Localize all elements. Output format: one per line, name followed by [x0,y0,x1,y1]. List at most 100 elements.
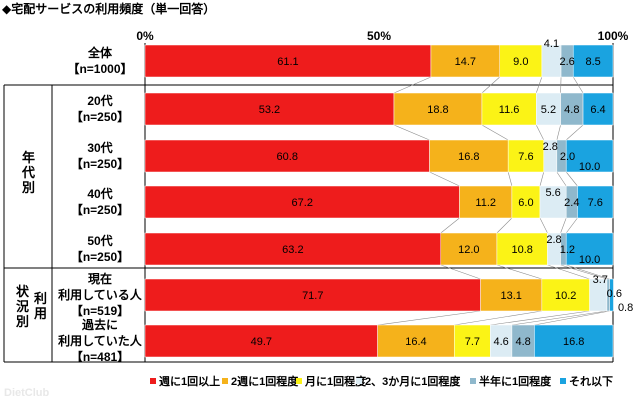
data-label: 10.2 [555,290,576,302]
data-label: 10.8 [511,244,532,256]
data-label: 11.6 [499,104,520,116]
connector-line [440,217,460,234]
connector-line [556,124,561,141]
connector-line [377,310,481,326]
connector-line [535,76,543,94]
category-label: 40代 [87,186,112,201]
watermark-text: DietClub [4,387,50,399]
data-label: 13.1 [500,290,521,302]
connector-line [556,171,567,187]
data-label: 16.4 [405,336,426,348]
connector-line [560,217,567,234]
legend-swatch [356,378,362,384]
connector-line [496,217,513,234]
group-label-age: 年代別 [21,150,35,195]
bar-segment [511,185,541,219]
data-label: 61.1 [277,56,298,68]
legend-label: それ以下 [569,375,613,388]
data-label: 11.2 [475,197,496,209]
data-label: 2.0 [560,151,575,163]
bar-segment [582,92,614,126]
group-label: 状況別 [15,284,30,329]
data-label: 4.1 [544,38,559,50]
category-label: 全体 [87,45,113,60]
data-label: 4.8 [515,336,530,348]
connector-line [454,310,542,326]
connector-line [481,124,509,141]
data-label: 3.7 [593,274,608,286]
data-label: 18.8 [427,104,448,116]
bar-segment [541,278,590,312]
legend-swatch [560,378,566,384]
connector-line [560,264,608,280]
data-label: 71.7 [302,290,323,302]
bar-segment [144,324,378,358]
data-label: 16.8 [563,336,584,348]
connector-line [566,124,584,141]
category-label: 過去に [81,317,118,332]
category-label: 利用している人 [58,287,143,302]
category-label: 【n=250】 [71,109,129,124]
group-label: 年代別 [21,150,35,195]
data-label: 14.7 [455,56,476,68]
legend-item: 月に1回程度 [296,374,367,388]
category-label: 【n=250】 [71,202,129,217]
bar-segment [507,139,544,173]
connector-line [507,171,513,187]
bar-segment [144,92,395,126]
data-label: 2.8 [546,234,561,246]
bar-segment [572,44,614,78]
category-label: 【n=519】 [71,303,129,318]
data-label: 2.4 [564,197,579,209]
data-label: 53.2 [259,104,280,116]
connector-line [565,217,578,234]
data-label: 5.2 [541,104,556,116]
category-label: 【n=481】 [71,349,129,364]
legend-swatch [150,378,156,384]
data-label: 10.0 [579,161,600,173]
data-label: 6.4 [590,104,605,116]
connector-line [539,217,548,234]
legend-swatch [222,378,228,384]
connector-line [490,310,590,326]
data-label: 7.6 [518,151,533,163]
x-tick-label: 100% [598,29,629,43]
bar-segment [565,139,614,173]
data-label: 4.8 [564,104,579,116]
data-label: 10.0 [579,254,600,266]
category-label: 【n=1000】 [67,61,132,76]
connector-line [535,124,545,141]
bar-segment [454,324,491,358]
data-label: 5.6 [545,187,560,199]
connector-line [547,264,590,280]
bar-segment [565,232,614,266]
bar-segment [609,278,614,312]
connector-line [393,76,432,94]
bar-segment [429,139,509,173]
x-tick-label: 50% [367,29,391,43]
category-label: 【n=250】 [71,249,129,264]
category-label: 20代 [87,93,112,108]
group-label-usage-a: 利用 [33,291,47,321]
category-label: 50代 [87,233,112,248]
connector-line [565,171,578,187]
connector-line [481,76,500,94]
legend-swatch [470,378,476,384]
category-label: 現在 [88,271,112,286]
data-label: 49.7 [251,336,272,348]
bar-segment [144,232,442,266]
legend-item: 2、3か月に1回程度 [356,374,461,388]
data-label: 8.5 [585,56,600,68]
data-label: 0.8 [618,302,633,314]
data-label: 0.6 [607,288,622,300]
x-tick-label: 0% [136,29,154,43]
data-label: 1.2 [560,244,575,256]
group-label-usage-b: 状況別 [15,284,30,329]
data-label: 60.8 [277,151,298,163]
chart-title: ◆宅配サービスの利用頻度（単一回答） [2,1,215,16]
data-label: 12.0 [458,244,479,256]
bar-segment [480,278,543,312]
bar-segment [393,92,483,126]
bar-segment [577,185,614,219]
